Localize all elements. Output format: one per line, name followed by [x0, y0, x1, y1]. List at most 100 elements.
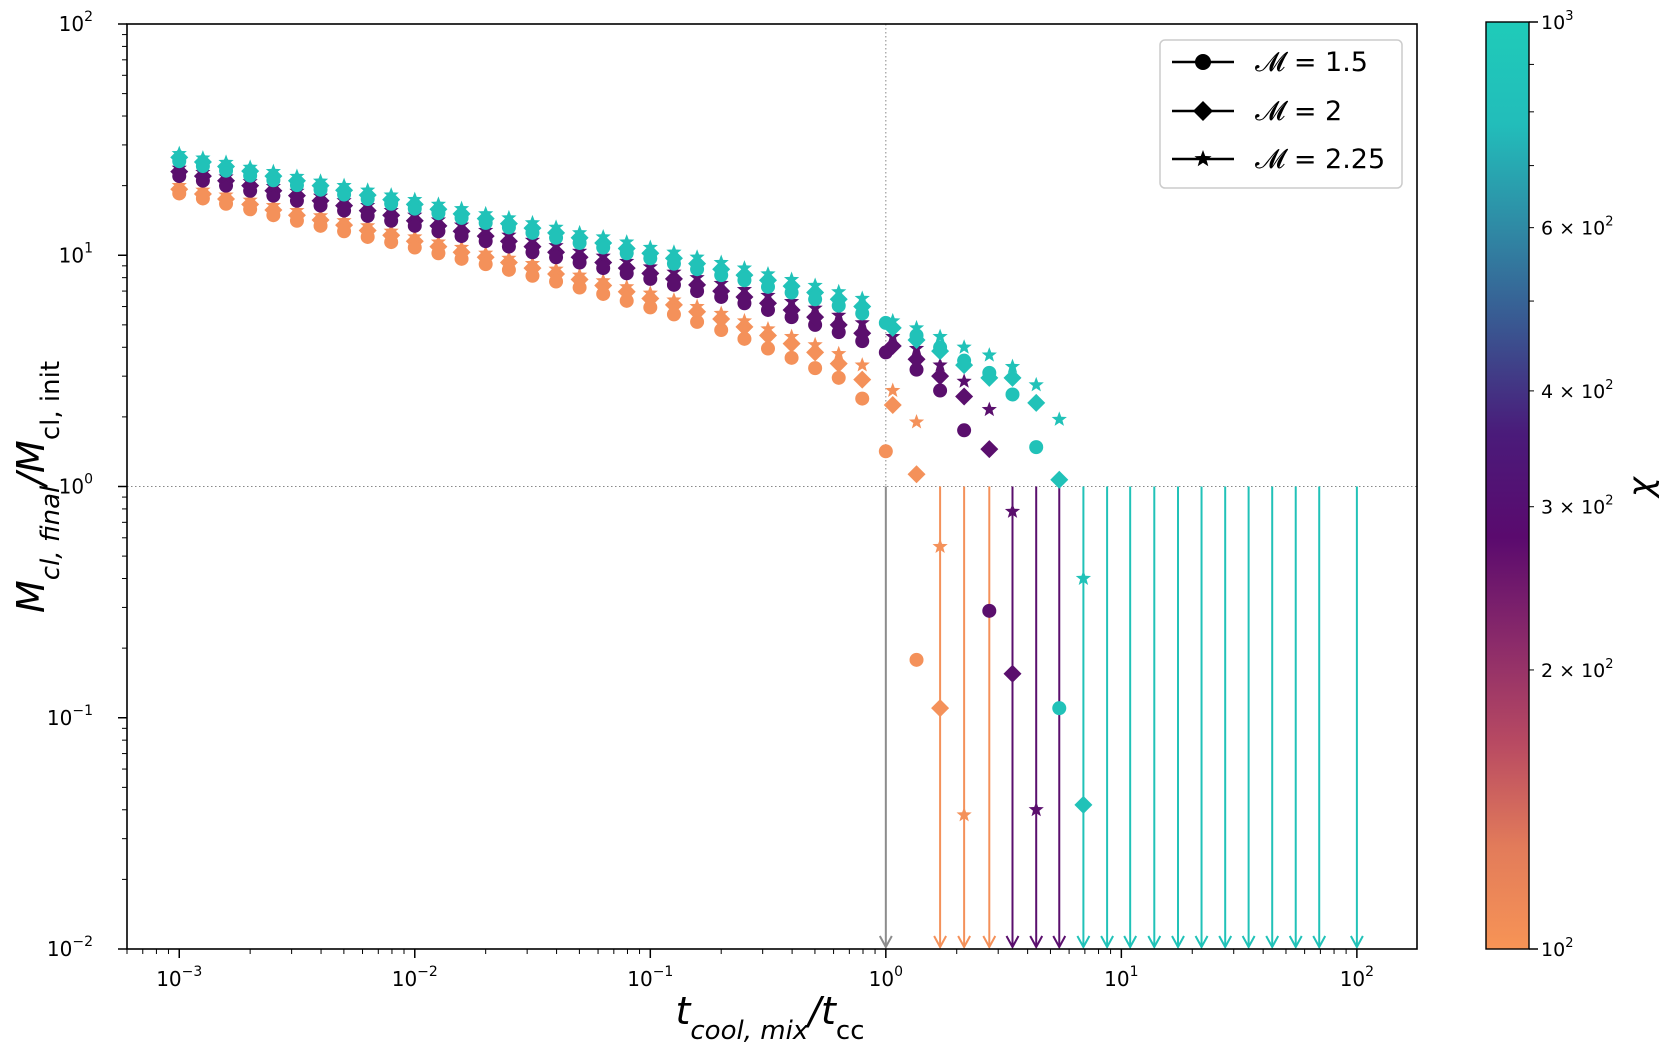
colorbar-ticks: 102 2 × 102 3 × 102 4 × 102 6 × 102 103: [1529, 9, 1614, 961]
arrow-head: [1241, 935, 1256, 950]
star-point: [666, 292, 682, 307]
diamond-point: [829, 354, 848, 373]
star-point: [524, 214, 541, 230]
star-point: [619, 234, 635, 249]
star-point: [932, 328, 948, 344]
diamond-point: [782, 300, 801, 319]
upper-limit-arrows: [878, 486, 1364, 950]
star-point: [548, 219, 564, 234]
diamond-point: [907, 331, 926, 350]
star-point: [666, 244, 682, 259]
star-point: [932, 357, 948, 372]
diamond-point: [452, 222, 471, 241]
colorbar-tick-label: 3 × 102: [1541, 494, 1614, 519]
circle-point: [909, 652, 924, 667]
star-point: [783, 293, 800, 309]
diamond-point: [782, 277, 801, 296]
star-point: [218, 154, 234, 169]
star-point: [908, 414, 925, 429]
star-point: [807, 336, 823, 352]
star-point: [831, 345, 847, 361]
star-point: [453, 239, 470, 254]
colorbar-gradient: [1485, 21, 1530, 950]
diamond-point: [311, 191, 330, 210]
y-title-mid: /M: [9, 440, 53, 489]
diamond-point: [931, 367, 950, 386]
star-point: [548, 237, 564, 253]
y-tick-label: 101: [59, 240, 93, 267]
diamond-point: [405, 195, 424, 214]
star-point: [854, 314, 870, 330]
diamond-point: [358, 201, 377, 220]
legend-star-marker: [1194, 150, 1212, 167]
diamond-point: [758, 271, 777, 290]
star-point: [760, 320, 776, 336]
diamond-point: [782, 334, 801, 353]
arrow-head: [1147, 935, 1162, 950]
y-title-sub2: cl, init: [36, 361, 66, 440]
legend-entry: 𝓜 = 2: [1172, 96, 1342, 127]
upper-limit-arrow: [982, 486, 997, 950]
star-point: [501, 250, 517, 265]
upper-limit-arrow: [1265, 486, 1280, 950]
y-tick-label: 102: [59, 9, 93, 36]
star-point: [1028, 376, 1044, 392]
star-point: [807, 277, 823, 292]
diamond-point: [570, 228, 589, 247]
diamond-point: [547, 223, 566, 242]
series-chi-1000-star: [171, 145, 1092, 585]
star-point: [242, 192, 258, 207]
diamond-point: [523, 219, 542, 238]
x-tick-label: 10−2: [392, 964, 438, 991]
star-point: [407, 228, 423, 244]
star-point: [619, 278, 635, 294]
arrow-head: [1171, 935, 1185, 950]
diamond-point: [980, 440, 999, 459]
legend-box: [1159, 39, 1403, 189]
star-point: [689, 249, 705, 264]
arrow-head: [1123, 935, 1138, 950]
star-point: [478, 245, 494, 260]
diamond-point: [712, 310, 731, 329]
colorbar-tick-label: 102: [1541, 936, 1573, 961]
circle-point: [855, 391, 870, 406]
star-point: [1075, 570, 1092, 585]
star-point: [736, 312, 753, 328]
diamond-point: [955, 387, 974, 406]
diamond-point: [1003, 664, 1022, 683]
diamond-point: [712, 260, 731, 279]
diamond-point: [688, 254, 707, 273]
diamond-point: [570, 248, 589, 267]
star-point: [981, 401, 997, 417]
diamond-point: [758, 294, 777, 313]
star-point: [336, 212, 352, 228]
star-point: [360, 217, 376, 233]
colorbar-label: χ: [1621, 475, 1660, 499]
upper-limit-arrow: [1147, 486, 1162, 950]
star-point: [713, 254, 729, 270]
diamond-point: [980, 368, 999, 387]
circle-point: [1005, 387, 1020, 402]
star-point: [932, 538, 948, 554]
upper-limit-arrow: [878, 486, 893, 950]
star-point: [501, 209, 517, 225]
upper-limit-arrow: [1076, 486, 1091, 950]
arrow-head: [878, 935, 893, 950]
diamond-point: [641, 264, 660, 283]
upper-limit-arrow: [1288, 486, 1303, 950]
legend-diamond-marker: [1193, 101, 1213, 121]
y-tick-label: 10−2: [47, 934, 93, 961]
circle-point: [831, 370, 846, 385]
diamond-point: [735, 266, 754, 285]
diamond-point: [688, 275, 707, 294]
circle-point: [760, 341, 775, 356]
arrow-head: [1350, 935, 1364, 950]
star-point: [783, 328, 800, 344]
diamond-point: [853, 297, 872, 316]
diamond-point: [712, 282, 731, 301]
circle-point: [808, 361, 823, 376]
diamond-point: [735, 317, 754, 336]
upper-limit-arrow: [1171, 486, 1185, 950]
reference-lines: [127, 24, 1417, 949]
upper-limit-arrow: [1052, 486, 1067, 950]
